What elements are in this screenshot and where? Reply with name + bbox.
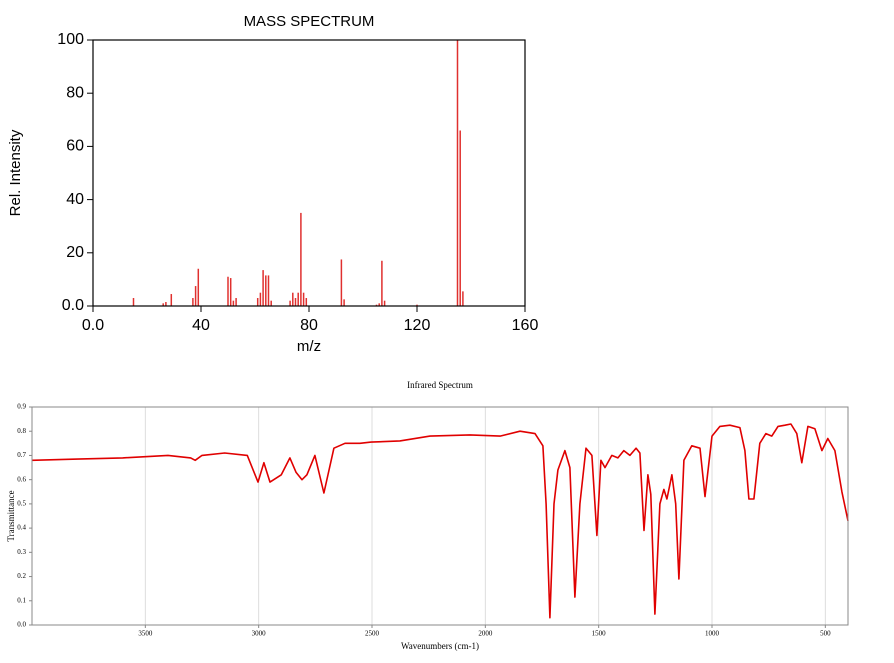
y-tick-label: 0.6 <box>17 475 26 483</box>
y-tick-label: 0.3 <box>17 548 26 556</box>
y-axis-label: Rel. Intensity <box>7 129 24 216</box>
x-tick-label: 0.0 <box>82 317 104 334</box>
x-axis-label: Wavenumbers (cm-1) <box>401 641 479 651</box>
chart-title: MASS SPECTRUM <box>244 13 375 30</box>
x-tick-label: 2500 <box>365 630 380 638</box>
y-tick-label: 100 <box>57 31 84 48</box>
x-tick-label: 120 <box>404 317 431 334</box>
y-tick-label: 0.8 <box>17 427 26 435</box>
x-axis-label: m/z <box>297 338 321 355</box>
x-tick-label: 1000 <box>705 630 720 638</box>
y-tick-label: 0.5 <box>17 499 26 507</box>
x-tick-label: 500 <box>820 630 831 638</box>
y-tick-label: 60 <box>66 138 84 155</box>
spectrum-line <box>31 423 849 619</box>
x-tick-label: 1500 <box>592 630 607 638</box>
y-tick-label: 80 <box>66 84 84 101</box>
y-axis-label: Transmittance <box>6 490 16 541</box>
y-tick-label: 0.4 <box>17 524 26 532</box>
x-tick-label: 3500 <box>138 630 153 638</box>
y-tick-label: 0.7 <box>17 451 26 459</box>
x-tick-label: 2000 <box>478 630 493 638</box>
y-tick-label: 0.2 <box>17 572 26 580</box>
plot-frame <box>92 39 526 307</box>
y-tick-label: 40 <box>66 191 84 208</box>
y-tick-label: 0.9 <box>17 403 26 411</box>
y-tick-label: 0.0 <box>62 297 84 314</box>
x-tick-label: 160 <box>512 317 539 334</box>
x-tick-label: 3000 <box>252 630 267 638</box>
y-tick-label: 0.0 <box>17 621 26 629</box>
y-tick-label: 0.1 <box>17 596 26 604</box>
x-tick-label: 40 <box>192 317 210 334</box>
plot-frame <box>31 406 849 626</box>
x-tick-label: 80 <box>300 317 318 334</box>
chart-title: Infrared Spectrum <box>407 380 473 390</box>
y-tick-label: 20 <box>66 244 84 261</box>
